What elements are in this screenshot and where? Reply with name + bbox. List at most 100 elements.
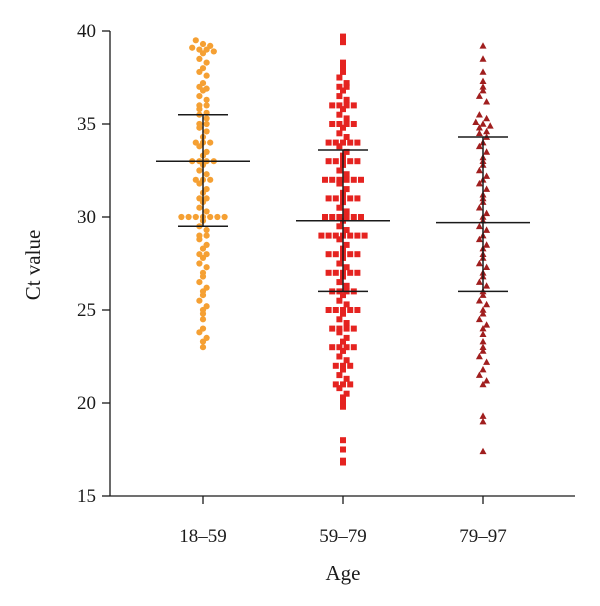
data-point — [343, 264, 350, 271]
data-point — [336, 204, 343, 211]
data-point — [336, 385, 343, 392]
data-point — [203, 59, 210, 66]
data-point — [479, 325, 487, 332]
data-point — [178, 213, 185, 221]
data-point — [354, 232, 361, 239]
data-point — [475, 315, 483, 323]
data-point — [343, 102, 350, 109]
data-point — [350, 325, 357, 332]
data-point — [479, 330, 487, 337]
data-point — [336, 121, 343, 127]
data-point — [336, 83, 343, 90]
data-point — [479, 86, 487, 94]
data-point — [340, 33, 346, 40]
data-point — [479, 380, 487, 388]
data-point — [354, 269, 361, 276]
data-point — [340, 400, 346, 406]
data-point — [336, 214, 343, 220]
data-point — [199, 344, 207, 351]
data-point — [336, 167, 343, 174]
data-point — [318, 232, 325, 239]
data-point — [336, 372, 343, 379]
data-point — [196, 329, 203, 336]
data-point — [203, 96, 210, 103]
data-point — [196, 124, 203, 131]
data-point — [336, 344, 343, 351]
data-point — [207, 176, 214, 183]
data-point — [192, 213, 199, 221]
data-point — [343, 357, 350, 364]
data-point — [483, 114, 491, 122]
data-point — [347, 195, 354, 202]
error-bars — [156, 113, 530, 293]
data-point — [347, 251, 354, 258]
data-point — [332, 139, 339, 146]
data-point — [336, 236, 343, 243]
data-point — [347, 307, 354, 313]
data-point — [354, 251, 361, 258]
data-point — [479, 310, 487, 317]
data-point — [479, 120, 487, 127]
data-point — [203, 226, 210, 234]
data-point — [325, 307, 332, 313]
data-point — [196, 297, 203, 304]
data-point — [475, 129, 483, 137]
data-point — [340, 459, 346, 466]
data-point — [336, 260, 343, 267]
data-point — [196, 68, 203, 76]
data-point — [336, 111, 343, 118]
data-point — [336, 180, 343, 187]
data-point — [483, 98, 491, 105]
data-point — [340, 394, 346, 401]
data-point — [329, 176, 336, 183]
data-point — [475, 352, 483, 360]
data-point — [340, 59, 346, 66]
data-point — [336, 176, 343, 183]
data-point — [196, 180, 203, 187]
data-point — [196, 279, 203, 286]
data-point — [199, 254, 207, 262]
data-point — [340, 106, 346, 113]
data-point — [325, 269, 332, 276]
data-point — [325, 232, 332, 239]
data-point — [329, 344, 336, 351]
data-point — [329, 102, 336, 109]
data-point — [340, 446, 346, 453]
data-point — [347, 362, 354, 369]
data-point — [199, 292, 207, 299]
data-point — [207, 139, 214, 146]
data-point — [475, 111, 483, 118]
data-point — [336, 93, 343, 100]
data-point — [199, 273, 207, 280]
data-point — [340, 292, 346, 299]
data-point — [203, 128, 210, 135]
data-point — [343, 214, 350, 220]
data-point — [483, 127, 491, 135]
data-point — [347, 381, 354, 388]
data-point — [479, 68, 487, 75]
data-point — [483, 185, 491, 192]
data-point — [354, 307, 361, 313]
data-point — [472, 118, 480, 125]
data-point — [340, 347, 346, 354]
data-point — [196, 106, 203, 113]
data-point — [325, 158, 332, 165]
data-point — [336, 130, 343, 137]
data-point — [329, 214, 336, 220]
data-point — [199, 87, 207, 94]
data-point — [199, 40, 207, 48]
data-point — [475, 278, 483, 285]
data-point — [189, 44, 196, 51]
data-point — [483, 263, 491, 271]
data-point — [475, 204, 483, 211]
data-point — [347, 232, 354, 239]
data-point — [336, 102, 343, 109]
data-point — [347, 269, 354, 276]
data-point — [196, 143, 203, 150]
data-point — [185, 213, 192, 221]
data-point — [343, 241, 350, 248]
data-point — [325, 251, 332, 258]
data-point — [354, 158, 361, 165]
data-point — [343, 375, 350, 382]
